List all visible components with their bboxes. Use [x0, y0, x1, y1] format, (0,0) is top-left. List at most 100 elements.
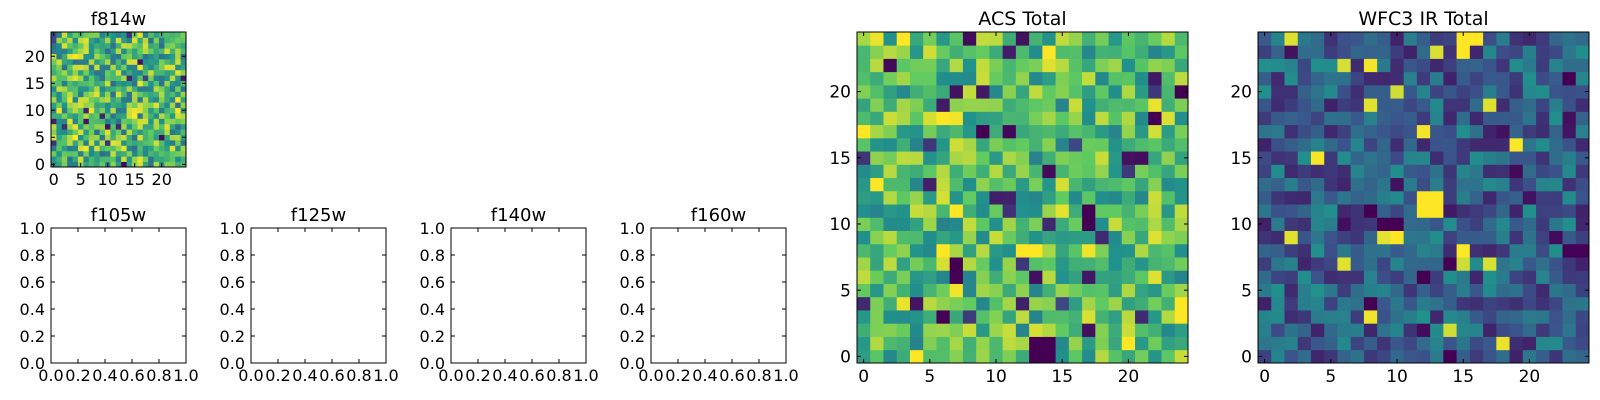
heatmap-cell [976, 349, 990, 364]
heatmap-cell [1095, 164, 1109, 179]
heatmap-cell [1284, 164, 1299, 179]
heatmap-cell [78, 64, 84, 71]
heatmap-cell [1337, 177, 1352, 192]
heatmap-cell [1430, 270, 1444, 284]
heatmap-cell [1509, 283, 1524, 298]
heatmap-cell [1416, 190, 1431, 205]
heatmap-cell [1148, 336, 1162, 351]
heatmap-cell [1002, 164, 1017, 179]
heatmap-cell [132, 107, 138, 114]
heatmap-cell [1161, 190, 1176, 205]
heatmap-cell [121, 145, 127, 152]
heatmap-cell [88, 113, 95, 119]
x-tick-label: 0.4 [292, 366, 317, 385]
heatmap-cell [1095, 137, 1109, 152]
heatmap-cell [1443, 296, 1457, 311]
heatmap-cell [989, 124, 1004, 139]
heatmap-cell [126, 145, 133, 152]
heatmap-cell [1324, 323, 1338, 337]
heatmap-cell [1015, 323, 1030, 337]
heatmap-cell [962, 296, 977, 311]
heatmap-cell [1350, 98, 1365, 112]
heatmap-cell [180, 96, 187, 103]
heatmap-cell [989, 336, 1004, 351]
heatmap-cell [1068, 84, 1083, 99]
heatmap-cell [72, 91, 79, 98]
heatmap-cell [870, 58, 884, 73]
heatmap-cell [137, 107, 144, 114]
x-tick-label: 0.0 [38, 366, 63, 385]
heatmap-cell [962, 98, 977, 112]
heatmap-cell [137, 113, 144, 119]
heatmap-cell [1522, 230, 1537, 245]
heatmap-cell [1082, 111, 1096, 126]
heatmap-cell [137, 53, 144, 60]
heatmap-cell [1015, 151, 1030, 165]
heatmap-cell [153, 75, 160, 81]
heatmap-cell [1363, 349, 1378, 364]
heatmap-cell [1575, 296, 1590, 311]
heatmap-cell [1055, 336, 1070, 351]
heatmap-cell [99, 145, 106, 152]
heatmap-cell [1015, 336, 1030, 351]
heatmap-cell [1469, 310, 1484, 324]
heatmap-cell [1284, 137, 1299, 152]
heatmap-cell [1002, 243, 1017, 258]
heatmap-cell [51, 156, 57, 162]
heatmap-cell [870, 323, 884, 337]
heatmap-cell [1135, 257, 1149, 271]
heatmap-cell [56, 48, 63, 54]
heatmap-cell [1042, 137, 1056, 152]
x-tick-label: 0.4 [492, 366, 517, 385]
y-tick-label: 0.2 [620, 327, 645, 346]
heatmap-cell [1469, 336, 1484, 351]
heatmap-cell [115, 102, 122, 108]
heatmap-cell [1082, 98, 1096, 112]
heatmap-cell [1509, 98, 1524, 112]
heatmap-cell [1377, 296, 1391, 311]
heatmap-cell [115, 123, 122, 130]
heatmap-cell [1055, 296, 1070, 311]
heatmap-cell [1430, 71, 1444, 86]
heatmap-cell [164, 140, 171, 146]
heatmap-cell [870, 204, 884, 218]
heatmap-cell [1297, 323, 1312, 337]
heatmap-cell [1148, 190, 1162, 205]
heatmap-cell [949, 45, 964, 59]
heatmap-cell [962, 32, 977, 46]
heatmap-cell [1174, 137, 1189, 152]
heatmap-cell [153, 140, 160, 146]
heatmap-cell [180, 42, 187, 49]
heatmap-cell [132, 59, 138, 65]
heatmap-cell [1496, 310, 1510, 324]
heatmap-cell [88, 69, 95, 76]
heatmap-cell [1082, 164, 1096, 179]
heatmap-cell [1174, 323, 1189, 337]
heatmap-cell [132, 150, 138, 157]
heatmap-cell [1121, 243, 1136, 258]
heatmap-cell [99, 48, 106, 54]
heatmap-cell [883, 190, 898, 205]
heatmap-cell [126, 37, 133, 44]
heatmap-cell [1284, 217, 1299, 231]
heatmap-cell [153, 32, 160, 38]
heatmap-cell [1337, 270, 1352, 284]
heatmap-cell [115, 140, 122, 146]
heatmap-cell [949, 270, 964, 284]
heatmap-cell [896, 270, 911, 284]
heatmap-cell [1082, 270, 1096, 284]
heatmap-cell [180, 113, 187, 119]
heatmap-cell [169, 86, 176, 92]
heatmap-cell [857, 190, 871, 205]
heatmap-cell [159, 129, 165, 135]
heatmap-cell [1161, 45, 1176, 59]
heatmap-cell [1337, 204, 1352, 218]
heatmap-cell [142, 129, 149, 135]
heatmap-cell [962, 137, 977, 152]
heatmap-cell [164, 118, 171, 125]
heatmap-cell [137, 118, 144, 125]
heatmap-cell [1082, 283, 1096, 298]
heatmap-cell [1002, 349, 1017, 364]
heatmap-cell [1121, 32, 1136, 46]
heatmap-cell [175, 129, 181, 135]
